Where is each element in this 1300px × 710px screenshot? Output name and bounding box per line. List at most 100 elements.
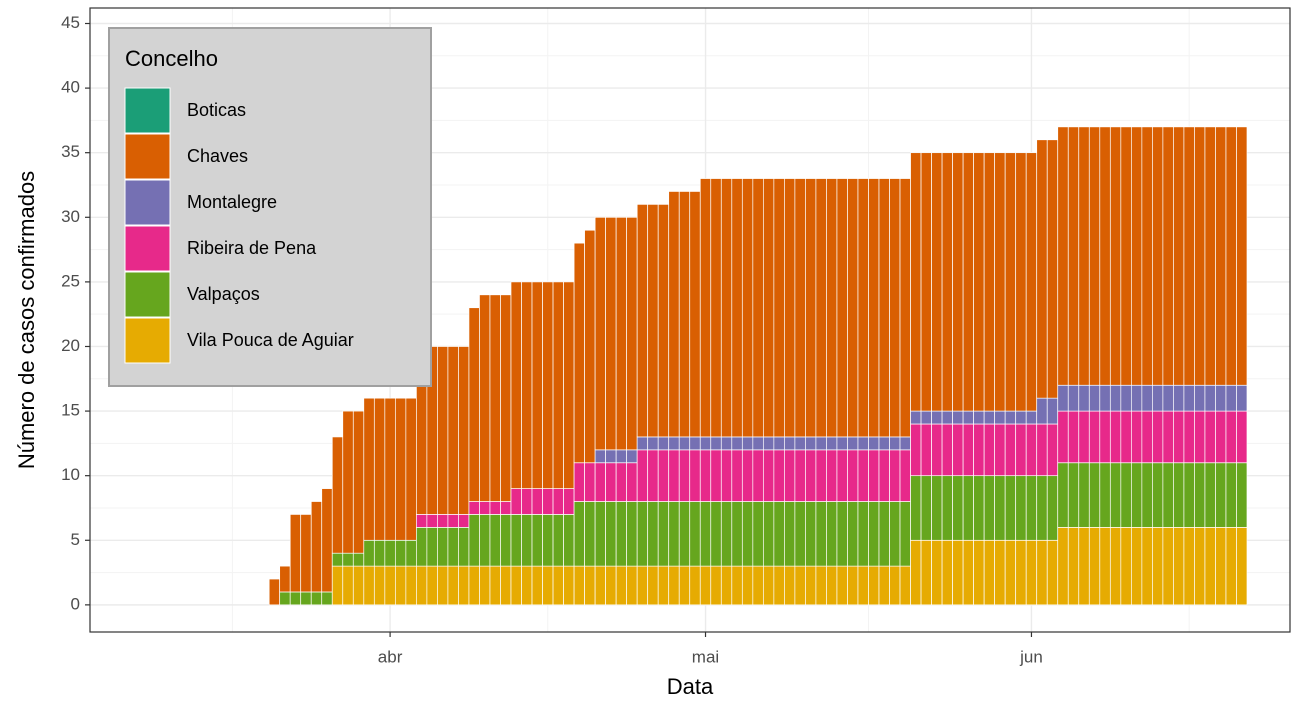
bar-segment: [468, 565, 480, 606]
bar-segment: [699, 178, 712, 438]
bar-segment: [1036, 423, 1048, 477]
bar-segment: [794, 565, 806, 606]
bar-segment: [741, 501, 754, 567]
bar-segment: [437, 514, 449, 528]
bar-segment: [720, 178, 733, 438]
bar-segment: [931, 152, 943, 412]
bar-segment: [710, 449, 722, 502]
bar-segment: [962, 410, 974, 425]
bar-segment: [489, 501, 501, 515]
bar-segment: [394, 539, 407, 567]
bar-segment: [458, 514, 470, 528]
bar-segment: [868, 565, 880, 606]
bar-segment: [573, 242, 585, 464]
bar-segment: [1194, 462, 1206, 528]
bar-segment: [1152, 462, 1164, 528]
bar-segment: [447, 527, 459, 567]
bar-segment: [510, 514, 522, 567]
bar-segment: [468, 514, 480, 567]
bar-segment: [668, 565, 680, 606]
bar-segment: [1025, 475, 1038, 541]
legend-label: Valpaços: [187, 284, 260, 304]
bar-segment: [952, 152, 964, 412]
bar-segment: [563, 488, 575, 515]
bar-segment: [868, 436, 880, 451]
bar-segment: [342, 565, 354, 606]
bar-segment: [752, 178, 764, 438]
bar-segment: [836, 501, 848, 567]
bar-segment: [1225, 527, 1237, 606]
bar-segment: [615, 565, 628, 606]
bar-segment: [720, 565, 733, 606]
bar-segment: [615, 216, 628, 451]
bar-segment: [1004, 423, 1017, 477]
bar-segment: [289, 514, 302, 593]
bar-segment: [678, 501, 691, 567]
bar-segment: [699, 501, 712, 567]
bar-segment: [1152, 410, 1164, 464]
bar-segment: [1036, 475, 1048, 541]
bar-segment: [1025, 423, 1038, 477]
bar-segment: [416, 527, 428, 567]
bar-segment: [437, 527, 449, 567]
y-axis-title: Número de casos confirmados: [14, 171, 39, 469]
bar-segment: [531, 514, 543, 567]
bar-segment: [1015, 475, 1027, 541]
bar-segment: [1046, 539, 1059, 606]
bar-segment: [342, 552, 354, 567]
bar-segment: [594, 449, 606, 464]
bar-segment: [1236, 384, 1248, 412]
bar-segment: [352, 410, 365, 554]
bar-segment: [815, 501, 827, 567]
bar-segment: [1130, 462, 1143, 528]
bar-segment: [626, 216, 638, 451]
y-tick-label: 5: [71, 530, 80, 549]
bar-segment: [1152, 527, 1164, 606]
bar-segment: [1046, 139, 1059, 399]
y-tick-label: 35: [61, 142, 80, 161]
bar-segment: [752, 501, 764, 567]
bar-segment: [668, 191, 680, 438]
bar-segment: [1173, 126, 1185, 386]
bar-segment: [1099, 126, 1111, 386]
bar-segment: [605, 216, 617, 451]
bar-segment: [542, 488, 554, 515]
bar-segment: [678, 565, 691, 606]
bar-segment: [1036, 397, 1048, 425]
bar-segment: [689, 501, 701, 567]
bar-segment: [1036, 139, 1048, 399]
bar-segment: [405, 565, 417, 606]
bar-segment: [678, 191, 691, 438]
bar-segment: [458, 346, 470, 515]
bar-segment: [1120, 384, 1132, 412]
bar-segment: [815, 178, 827, 438]
bar-segment: [300, 514, 312, 593]
bar-segment: [615, 449, 628, 464]
bar-segment: [1215, 410, 1227, 464]
bar-segment: [1057, 126, 1069, 386]
bar-segment: [479, 501, 491, 515]
bar-segment: [636, 501, 649, 567]
bar-segment: [857, 565, 869, 606]
bar-segment: [920, 475, 932, 541]
bar-segment: [826, 565, 838, 606]
bar-segment: [447, 514, 459, 528]
bar-segment: [1109, 126, 1122, 386]
bar-segment: [815, 565, 827, 606]
bar-segment: [1057, 527, 1069, 606]
bar-segment: [889, 436, 901, 451]
bar-segment: [626, 565, 638, 606]
bar-segment: [1004, 152, 1017, 412]
bar-segment: [1099, 462, 1111, 528]
x-tick-label: abr: [378, 647, 403, 666]
y-tick-label: 0: [71, 594, 80, 613]
bar-segment: [668, 449, 680, 502]
bar-segment: [1099, 527, 1111, 606]
bar-segment: [889, 501, 901, 567]
bar-segment: [952, 410, 964, 425]
bar-segment: [857, 436, 869, 451]
bar-segment: [584, 565, 596, 606]
legend-key: [124, 317, 171, 364]
bar-segment: [899, 449, 911, 502]
bar-segment: [805, 501, 817, 567]
